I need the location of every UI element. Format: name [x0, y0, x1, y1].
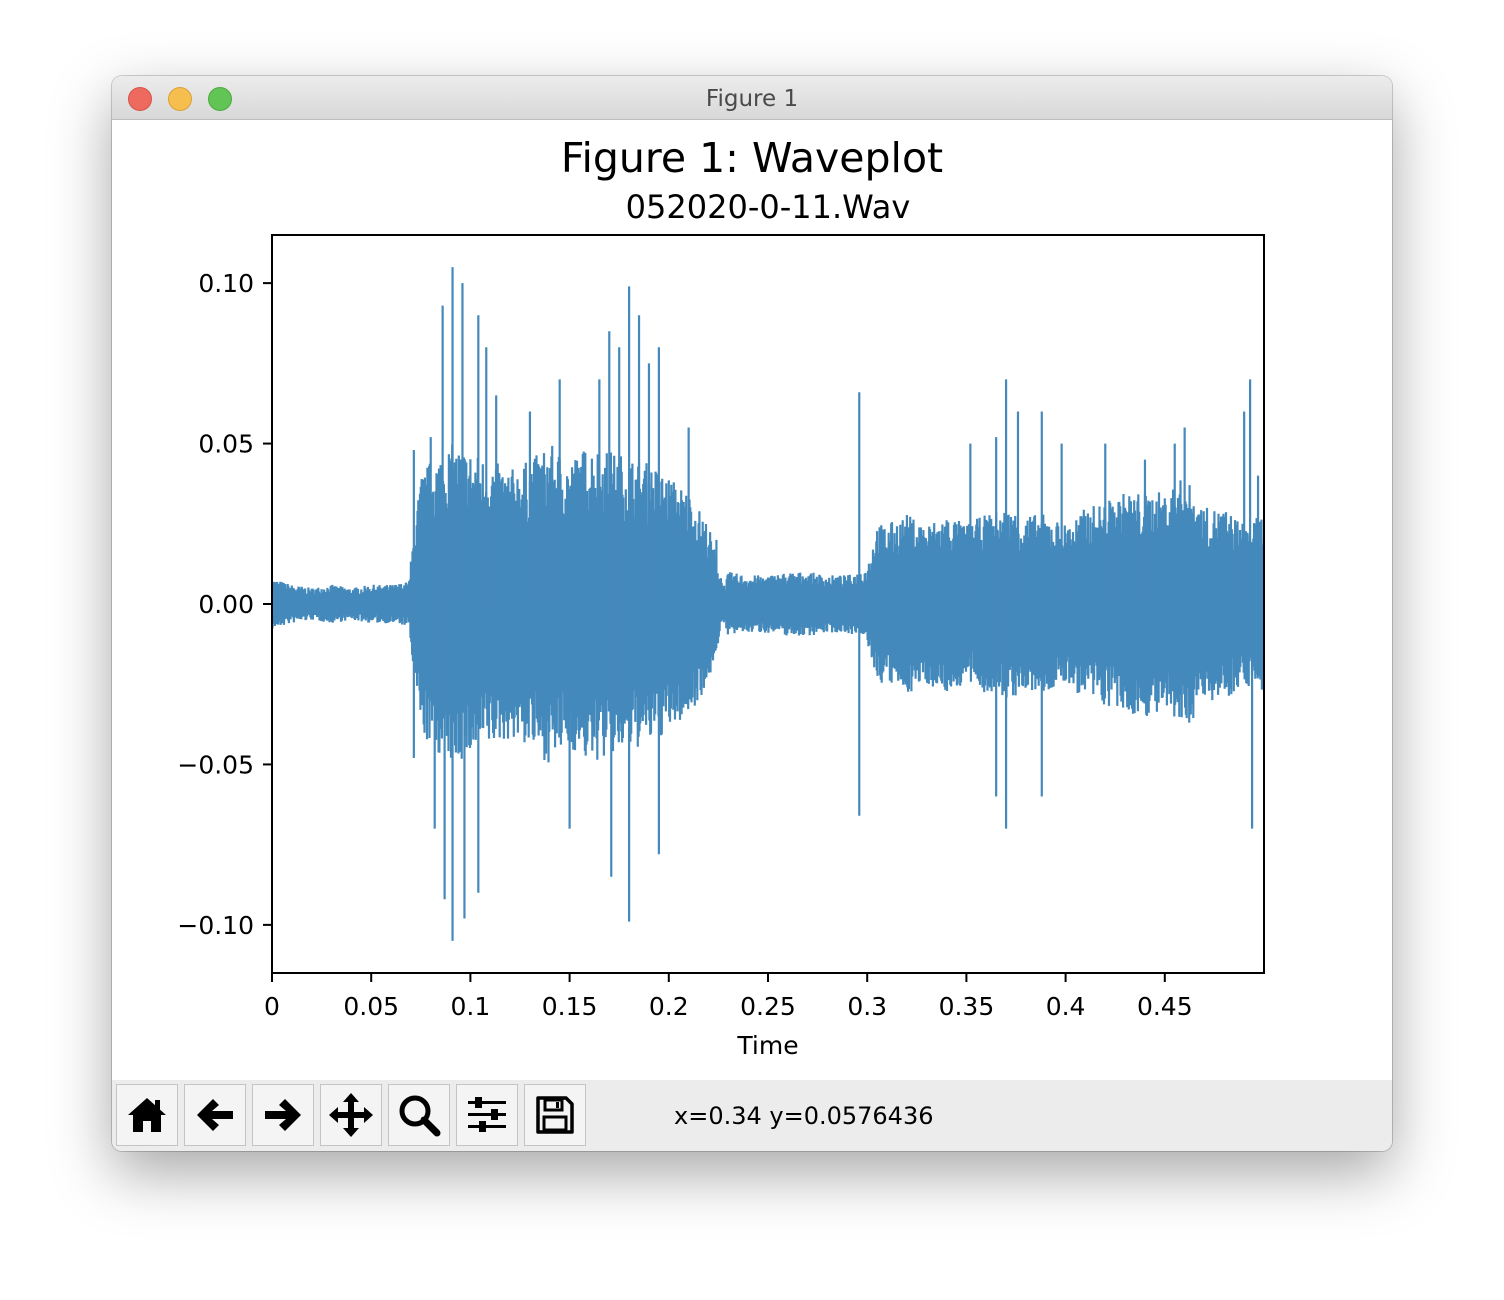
cursor-coordinates: x=0.34 y=0.0576436 [674, 1102, 934, 1130]
x-tick-label: 0.2 [649, 992, 689, 1021]
x-tick-label: 0.15 [542, 992, 598, 1021]
x-tick-label: 0.25 [740, 992, 796, 1021]
y-tick-label: −0.10 [177, 911, 254, 940]
home-button[interactable] [116, 1084, 178, 1146]
x-tick-label: 0.45 [1137, 992, 1193, 1021]
minimize-icon[interactable] [168, 87, 192, 111]
zoom-button[interactable] [388, 1084, 450, 1146]
y-tick-label: 0.05 [198, 430, 254, 459]
window-title: Figure 1 [705, 86, 799, 112]
x-tick-label: 0.1 [451, 992, 491, 1021]
waveform-series [272, 267, 1264, 941]
arrow-left-icon [197, 1099, 233, 1131]
configure-subplots-button[interactable] [456, 1084, 518, 1146]
x-tick-label: 0.05 [343, 992, 399, 1021]
pan-button[interactable] [320, 1084, 382, 1146]
close-icon[interactable] [128, 87, 152, 111]
figure-suptitle: Figure 1: Waveplot [561, 134, 943, 182]
x-axis-label: Time [736, 1031, 798, 1060]
figure-window: Figure 1 Figure 1: Waveplot 052020-0-11.… [112, 76, 1392, 1151]
magnifier-icon [399, 1095, 441, 1137]
waveform-line [272, 444, 1264, 763]
y-axis: 0.10 0.05 0.00 −0.05 −0.10 [177, 269, 272, 940]
waveplot-chart[interactable]: Figure 1: Waveplot 052020-0-11.Wav 0 0.05… [112, 120, 1392, 1080]
y-tick-label: −0.05 [177, 750, 254, 779]
x-tick-label: 0.4 [1046, 992, 1086, 1021]
forward-button[interactable] [252, 1084, 314, 1146]
arrow-right-icon [265, 1099, 301, 1131]
x-tick-label: 0.3 [847, 992, 887, 1021]
y-tick-label: 0.10 [198, 269, 254, 298]
sliders-icon [468, 1097, 506, 1132]
x-axis: 0 0.05 0.1 0.15 0.2 0.25 0.3 0.35 0.4 0.45 [264, 973, 1193, 1021]
y-tick-label: 0.00 [198, 590, 254, 619]
save-button[interactable] [524, 1084, 586, 1146]
floppy-disk-icon [536, 1096, 574, 1134]
title-bar[interactable]: Figure 1 [112, 76, 1392, 120]
back-button[interactable] [184, 1084, 246, 1146]
figure-canvas[interactable]: Figure 1: Waveplot 052020-0-11.Wav 0 0.05… [112, 120, 1392, 1080]
zoom-icon[interactable] [208, 87, 232, 111]
home-icon [128, 1098, 166, 1132]
navigation-toolbar: x=0.34 y=0.0576436 [112, 1080, 1392, 1151]
x-tick-label: 0 [264, 992, 280, 1021]
axes-title: 052020-0-11.Wav [626, 188, 911, 226]
x-tick-label: 0.35 [939, 992, 995, 1021]
move-icon [329, 1093, 373, 1137]
